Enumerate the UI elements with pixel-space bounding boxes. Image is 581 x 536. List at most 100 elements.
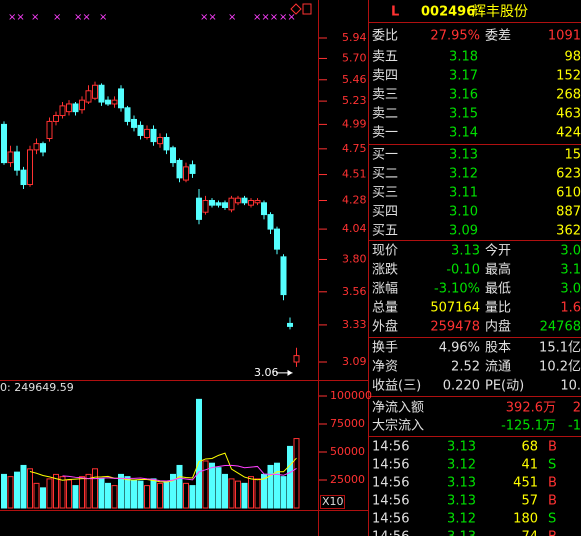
label: 买三	[372, 186, 398, 201]
candle-body	[274, 228, 280, 250]
y-tick-label: 3.80	[342, 252, 367, 265]
volume-bar	[235, 480, 241, 509]
candle-body	[183, 166, 189, 181]
volume-tick-label: 25000	[330, 473, 365, 486]
volume-bar	[144, 485, 150, 509]
label: 总量	[372, 301, 398, 316]
volume: 362	[556, 224, 581, 239]
stock-name: 辉丰股份	[472, 4, 528, 20]
value: 259478	[430, 320, 480, 335]
value: 392.6万	[506, 401, 556, 416]
candle-body	[150, 128, 157, 143]
volume-bar	[228, 478, 235, 509]
price: 3.12	[449, 167, 478, 182]
candle-body	[170, 147, 176, 164]
candle-body	[98, 84, 105, 103]
volume-bar	[137, 480, 144, 509]
value: 10.	[560, 379, 581, 394]
volume-bar	[280, 476, 287, 509]
value: -125.1万	[501, 419, 556, 434]
label: 收益(三)	[372, 379, 421, 394]
candle-body	[1, 123, 7, 164]
value: 3.0	[560, 244, 581, 259]
y-tick-label: 3.56	[342, 285, 367, 298]
candle-body	[235, 197, 241, 204]
low-arrow-head	[287, 369, 293, 376]
candle-body	[254, 199, 261, 204]
volume-bar	[183, 482, 189, 509]
volume-bar	[176, 464, 183, 509]
y-tick-label: 4.51	[342, 168, 367, 181]
candle-body	[72, 103, 79, 113]
volume: 623	[556, 167, 581, 182]
candle-body	[176, 159, 183, 179]
volume-bar	[248, 476, 254, 509]
price: 3.18	[449, 50, 478, 65]
volume-bar	[124, 476, 131, 509]
volume: 15	[564, 148, 581, 163]
volume-bar	[202, 460, 209, 509]
volume-tick-label: 50000	[330, 445, 365, 458]
label: 买五	[372, 224, 398, 239]
volume-bar	[287, 445, 293, 509]
candle-body	[144, 128, 150, 138]
candle-body	[27, 149, 33, 186]
y-tick-label: 4.99	[342, 117, 367, 130]
volume-bar	[7, 476, 14, 509]
trade-price: 3.13	[447, 440, 476, 455]
marker: ×××	[253, 12, 278, 23]
volume: 268	[556, 88, 581, 103]
candle-body	[85, 90, 92, 103]
volume-bar	[157, 482, 163, 509]
trade-time: 14:56	[372, 494, 409, 509]
candle-body	[215, 202, 222, 206]
candle-body	[228, 197, 235, 211]
label: 买一	[372, 148, 398, 163]
label: 股本	[485, 341, 511, 356]
volume: 152	[556, 69, 581, 84]
value: 10.2亿	[539, 360, 581, 375]
value: 3.1	[560, 263, 581, 278]
candle-body	[163, 136, 170, 151]
candle-body	[66, 103, 72, 113]
trade-volume: 57	[521, 494, 538, 509]
trade-price: 3.12	[447, 458, 476, 473]
price: 3.11	[449, 186, 478, 201]
value: -3.10%	[434, 282, 480, 297]
volume-bar	[33, 482, 40, 509]
y-tick-label: 5.70	[342, 51, 367, 64]
volume-bar	[98, 478, 105, 509]
volume: 424	[556, 126, 581, 141]
value: 1.6	[560, 301, 581, 316]
trade-side: S	[548, 458, 556, 473]
label: 流通	[485, 360, 511, 375]
candle-body	[53, 115, 59, 122]
label: 涨跌	[372, 262, 398, 278]
candle-body	[261, 202, 267, 216]
label: 大宗流入	[372, 418, 424, 434]
trade-side: B	[548, 476, 557, 491]
volume-average	[62, 464, 297, 482]
candle-body	[248, 199, 254, 206]
candle-body	[293, 355, 300, 363]
volume-bar	[293, 438, 300, 509]
price: 3.16	[449, 88, 478, 103]
volume-bar	[27, 468, 33, 509]
trade-time: 14:56	[372, 440, 409, 455]
label: 委比	[372, 29, 398, 44]
y-tick-label: 5.46	[342, 73, 367, 86]
trade-side: B	[548, 494, 557, 509]
volume-bar	[66, 479, 72, 509]
y-tick-label: 5.23	[342, 94, 367, 107]
price: 3.17	[449, 69, 478, 84]
trade-price: 3.13	[447, 530, 476, 536]
label: 净流入额	[372, 401, 424, 416]
label: 卖五	[372, 50, 398, 65]
low-label: 3.06	[254, 366, 279, 379]
marker: ××	[200, 12, 217, 23]
volume: 98	[564, 50, 581, 65]
volume-tick-label: 75000	[330, 417, 365, 430]
value: 27.95%	[430, 29, 480, 44]
volume: 610	[556, 186, 581, 201]
